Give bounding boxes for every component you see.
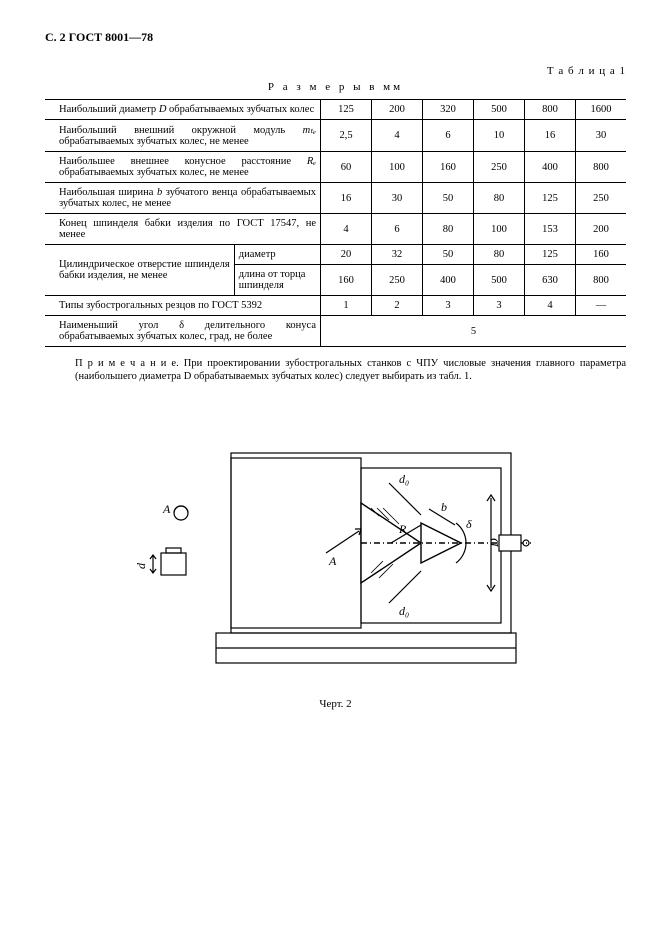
table-row: Наименьший угол δ делительного конуса об… — [45, 316, 626, 347]
svg-text:d₀: d₀ — [399, 472, 409, 486]
svg-text:b: b — [441, 500, 447, 514]
table-note: П р и м е ч а н и е. При проектировании … — [45, 357, 626, 383]
table-row: Типы зубострогальных резцов по ГОСТ 5392… — [45, 296, 626, 316]
machine-diagram: A A d₀ d₀ b R D δ d — [121, 413, 551, 683]
svg-text:D: D — [487, 538, 501, 548]
page-header: С. 2 ГОСТ 8001—78 — [45, 30, 626, 45]
table-row: Наибольший диаметр D обрабатываемых зубч… — [45, 100, 626, 120]
figure-2: A A d₀ d₀ b R D δ d Черт. 2 — [45, 413, 626, 710]
figure-caption: Черт. 2 — [45, 698, 626, 710]
table-row: Наибольшее внешнее конусное расстояние R… — [45, 152, 626, 183]
table-number: Т а б л и ц а 1 — [45, 65, 626, 77]
svg-text:d₀: d₀ — [399, 604, 409, 618]
svg-text:A: A — [328, 554, 337, 568]
svg-text:d: d — [134, 562, 148, 569]
units-caption: Р а з м е р ы в мм — [45, 81, 626, 93]
table-row: Цилиндрическое отверстие шпинделя бабки … — [45, 245, 626, 265]
parameters-table: Наибольший диаметр D обрабатываемых зубч… — [45, 99, 626, 347]
table-row: Наибольшая ширина b зубчатого венца обра… — [45, 183, 626, 214]
table-row: Конец шпинделя бабки изделия по ГОСТ 175… — [45, 214, 626, 245]
table-row: Наибольший внешний окружной модуль mₜₑ о… — [45, 120, 626, 152]
svg-text:A: A — [162, 502, 171, 516]
svg-text:R: R — [398, 522, 407, 536]
svg-text:δ: δ — [466, 517, 472, 531]
